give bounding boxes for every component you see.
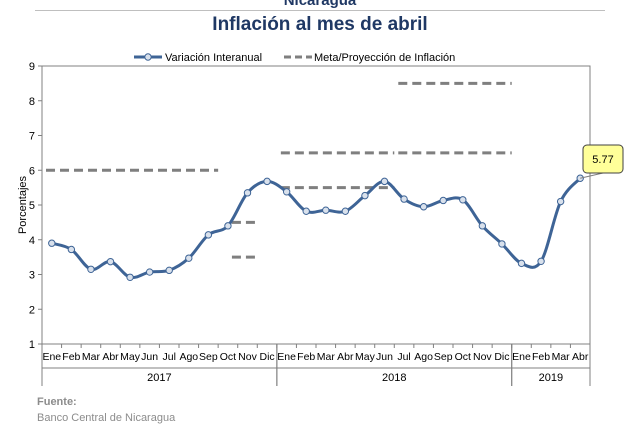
data-point xyxy=(380,177,389,186)
x-tick-label: Sep xyxy=(199,351,218,363)
data-point xyxy=(537,257,545,265)
x-tick-label: Nov xyxy=(238,351,257,363)
x-tick-label: Ene xyxy=(277,351,296,363)
x-tick-label: Abr xyxy=(337,351,354,363)
x-tick-label: Feb xyxy=(62,351,80,363)
data-point xyxy=(459,196,467,204)
data-point xyxy=(126,273,134,281)
data-point xyxy=(322,206,330,214)
callout-label: 5.77 xyxy=(592,154,613,166)
y-axis-label: Porcentajes xyxy=(17,175,29,234)
data-point xyxy=(341,207,350,215)
data-point xyxy=(498,240,506,248)
x-tick-label: Oct xyxy=(220,351,236,363)
x-tick-label: Oct xyxy=(455,351,471,363)
x-tick-label: Ago xyxy=(414,351,433,363)
legend-label: Variación Interanual xyxy=(165,52,262,64)
x-tick-label: May xyxy=(355,351,376,363)
chart-title: Inflación al mes de abril xyxy=(212,14,428,35)
data-point xyxy=(67,245,76,254)
x-tick-label: Mar xyxy=(552,351,571,363)
target-series xyxy=(46,81,512,259)
x-tick-label: Ene xyxy=(42,351,61,363)
x-tick-label: Dic xyxy=(494,351,509,363)
data-point xyxy=(106,257,115,266)
year-label: 2018 xyxy=(382,372,406,384)
x-tick-label: Ene xyxy=(512,351,531,363)
x-tick-label: Abr xyxy=(102,351,119,363)
x-tick-label: Abr xyxy=(572,351,589,363)
year-label: 2019 xyxy=(539,372,563,384)
x-tick-label: Ago xyxy=(179,351,198,363)
y-tick-label: 5 xyxy=(29,200,35,212)
data-point xyxy=(243,189,252,197)
x-tick-label: Jun xyxy=(141,351,158,363)
x-tick-label: Feb xyxy=(532,351,550,363)
data-point xyxy=(556,197,565,206)
y-tick-label: 1 xyxy=(29,339,35,351)
year-label: 2017 xyxy=(147,372,171,384)
data-point xyxy=(400,195,408,203)
x-tick-label: Feb xyxy=(297,351,315,363)
y-tick-label: 9 xyxy=(29,61,35,73)
inflation-series xyxy=(48,174,584,281)
legend-label: Meta/Proyección de Inflación xyxy=(314,52,455,64)
data-point xyxy=(361,191,369,200)
data-point xyxy=(302,207,310,215)
callout-box xyxy=(582,144,624,174)
data-point xyxy=(419,203,428,211)
x-tick-label: Nov xyxy=(473,351,492,363)
data-point xyxy=(224,222,232,230)
y-tick-label: 8 xyxy=(29,96,35,108)
y-tick-label: 2 xyxy=(29,304,35,316)
header-rule xyxy=(35,10,605,11)
chart-supertitle: Nicaragua xyxy=(283,0,357,9)
x-tick-label: Sep xyxy=(434,351,453,363)
plot-area xyxy=(41,65,591,345)
x-tick-label: Jun xyxy=(376,351,393,363)
x-tick-label: Mar xyxy=(82,351,101,363)
x-tick-label: Jul xyxy=(162,351,175,363)
y-tick-label: 6 xyxy=(29,165,35,177)
data-point xyxy=(204,231,213,239)
chart-legend: Variación Interanual Meta/Proyección de I… xyxy=(134,52,455,64)
x-tick-label: Mar xyxy=(317,351,336,363)
y-tick-label: 3 xyxy=(29,270,35,282)
data-point xyxy=(185,254,193,262)
data-point xyxy=(87,265,95,273)
data-point xyxy=(48,239,56,247)
y-tick-label: 4 xyxy=(29,235,35,247)
data-point xyxy=(478,222,487,230)
plot-frame xyxy=(41,65,591,345)
chart-callouts: 5.77 xyxy=(580,144,624,179)
footer-source: Banco Central de Nicaragua xyxy=(37,412,176,424)
x-tick-label: May xyxy=(120,351,141,363)
y-tick-label: 7 xyxy=(29,131,35,143)
legend-swatch-marker xyxy=(144,53,152,61)
data-point xyxy=(282,188,291,196)
x-tick-label: Jul xyxy=(397,351,410,363)
data-point xyxy=(165,266,173,275)
data-point xyxy=(145,268,154,276)
data-point xyxy=(263,177,271,186)
footer-label: Fuente: xyxy=(37,396,77,408)
inflation-line xyxy=(51,177,582,280)
x-tick-label: Dic xyxy=(259,351,274,363)
data-point xyxy=(517,259,526,268)
data-point xyxy=(439,196,447,205)
callout-leader xyxy=(580,172,604,179)
